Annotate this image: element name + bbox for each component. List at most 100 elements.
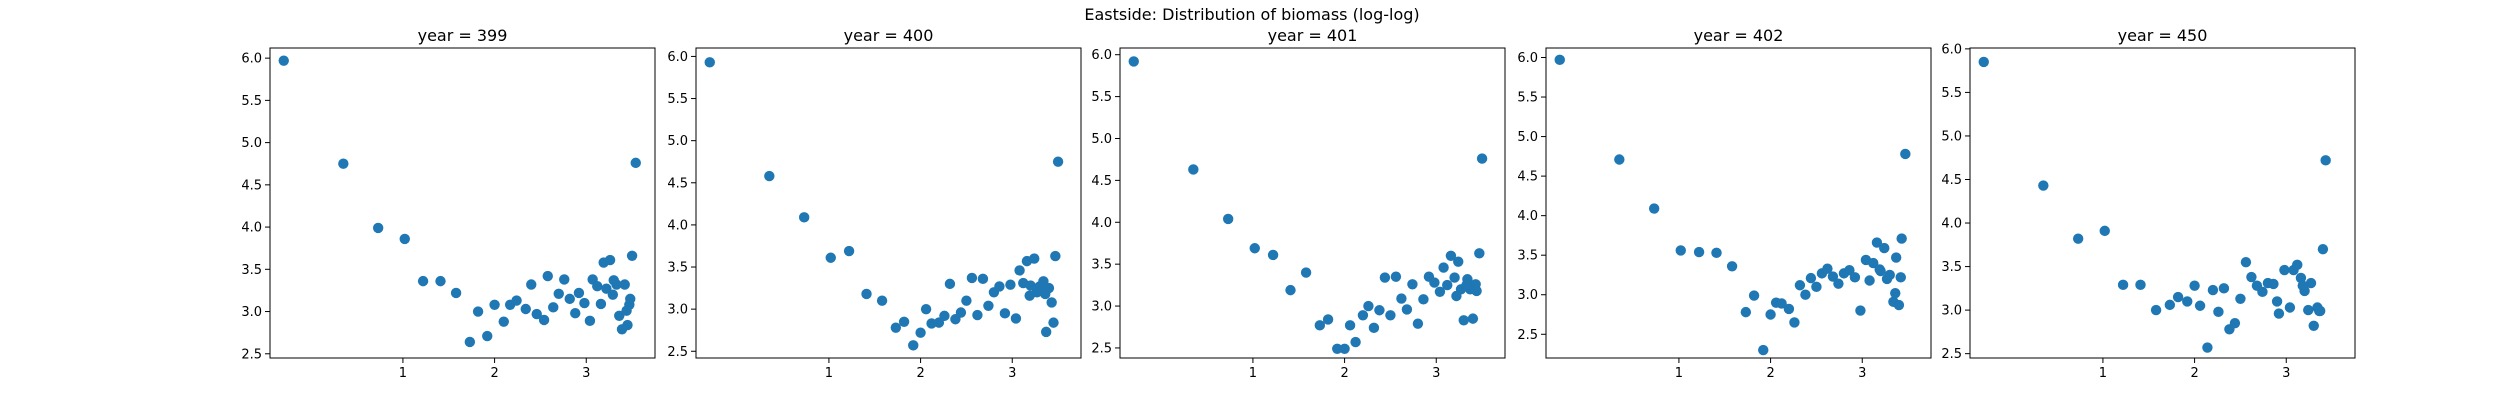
subplot-title: year = 399	[418, 26, 508, 45]
scatter-point	[1890, 287, 1901, 299]
scatter-point	[1429, 277, 1440, 288]
scatter-point	[579, 297, 590, 309]
y-tick-label: 3.0	[241, 305, 262, 320]
y-tick-label: 6.0	[1941, 42, 1962, 57]
scatter-point	[338, 158, 349, 169]
scatter-point	[1050, 250, 1061, 262]
y-tick-label: 6.0	[241, 52, 262, 67]
scatter-point	[890, 322, 902, 333]
scatter-point	[625, 293, 636, 305]
scatter-point	[1879, 242, 1890, 254]
scatter-point	[920, 303, 932, 315]
scatter-point	[278, 55, 289, 66]
scatter-point	[1267, 249, 1279, 261]
scatter-point	[498, 316, 509, 327]
scatter-point	[1471, 285, 1482, 297]
y-tick-label: 5.5	[1517, 91, 1538, 106]
scatter-point	[548, 302, 559, 313]
scatter-point	[1451, 290, 1462, 302]
scatter-point	[1833, 278, 1844, 289]
scatter-point	[1029, 253, 1040, 264]
x-tick-label: 1	[399, 366, 407, 381]
scatter-point	[2303, 304, 2314, 316]
scatter-point	[1693, 246, 1705, 258]
scatter-point	[1368, 322, 1380, 334]
scatter-point	[955, 307, 967, 318]
scatter-point	[2314, 305, 2325, 317]
scatter-point	[994, 281, 1005, 292]
scatter-point	[2229, 317, 2241, 329]
scatter-point	[1805, 272, 1817, 284]
subplot-3: year = 402 2.5 3.0 3.5 4.0 4.5 5.0 5.5 6.0 1 2 3	[1517, 26, 1932, 381]
y-tick-label: 4.0	[667, 218, 688, 233]
scatter-point	[1385, 310, 1396, 321]
scatter-point	[1758, 344, 1769, 356]
y-tick-label: 3.0	[1517, 288, 1538, 303]
scatter-point	[1052, 156, 1064, 167]
scatter-point	[604, 254, 616, 266]
scatter-point	[2257, 286, 2268, 298]
x-tick-label: 1	[1249, 366, 1257, 381]
scatter-point	[1040, 288, 1051, 300]
x-tick-label: 2	[1340, 366, 1348, 381]
scatter-point	[1374, 305, 1385, 316]
subplot-0: year = 399 2.5 3.0 3.5 4.0 4.5 5.0 5.5 6.0 1 2 3	[241, 26, 656, 381]
scatter-point	[619, 279, 630, 290]
y-tick-label: 5.0	[1517, 130, 1538, 145]
scatter-point	[1895, 272, 1906, 283]
x-tick-label: 3	[1858, 366, 1866, 381]
scatter-point	[1350, 336, 1361, 348]
scatter-point	[1740, 306, 1752, 318]
scatter-point	[2194, 300, 2206, 311]
scatter-point	[570, 308, 581, 319]
scatter-point	[2297, 280, 2308, 291]
x-tick-label: 3	[582, 366, 590, 381]
scatter-point	[1188, 164, 1199, 175]
scatter-point	[2164, 299, 2176, 311]
scatter-point	[704, 57, 715, 68]
scatter-point	[1434, 286, 1446, 298]
scatter-point	[1978, 56, 1989, 68]
y-tick-label: 3.5	[667, 261, 688, 276]
scatter-point	[564, 293, 575, 305]
scatter-point	[1849, 272, 1861, 283]
scatter-point	[1322, 314, 1334, 325]
scatter-point	[1249, 243, 1260, 254]
axes-frame	[1545, 47, 1932, 359]
scatter-point	[2072, 233, 2084, 244]
scatter-point	[1458, 315, 1469, 326]
scatter-point	[630, 157, 641, 169]
x-tick-label: 1	[2099, 366, 2107, 381]
x-tick-label: 3	[2282, 366, 2290, 381]
scatter-point	[1711, 247, 1722, 259]
scatter-point	[531, 308, 542, 320]
y-tick-label: 3.5	[1091, 258, 1112, 273]
scatter-point	[2292, 259, 2303, 271]
scatter-point	[2317, 243, 2329, 255]
scatter-point	[2268, 278, 2279, 290]
subplot-4: year = 450 2.5 3.0 3.5 4.0 4.5 5.0 5.5 6.0 1 2 3	[1941, 26, 2356, 381]
scatter-point	[2189, 280, 2200, 291]
scatter-point	[2218, 283, 2230, 294]
scatter-point	[1822, 263, 1833, 274]
scatter-point	[2150, 304, 2162, 316]
scatter-point	[908, 340, 919, 351]
scatter-point	[614, 310, 625, 321]
scatter-point	[1794, 280, 1806, 291]
y-tick-label: 4.0	[1941, 217, 1962, 232]
scatter-point	[1884, 269, 1895, 281]
scatter-point	[2320, 155, 2331, 166]
scatter-point	[1363, 300, 1374, 312]
subplot-title: year = 450	[2118, 26, 2208, 45]
scatter-point	[2207, 284, 2219, 296]
scatter-point	[1344, 320, 1356, 331]
scatter-point	[1357, 310, 1369, 321]
scatter-point	[1474, 248, 1485, 259]
scatter-point	[1438, 262, 1449, 273]
scatter-point	[1010, 313, 1022, 324]
scatter-point	[1453, 256, 1464, 267]
scatter-point	[464, 336, 476, 348]
scatter-point	[1844, 265, 1855, 276]
scatter-point	[2235, 293, 2246, 304]
y-tick-label: 4.5	[1091, 174, 1112, 189]
